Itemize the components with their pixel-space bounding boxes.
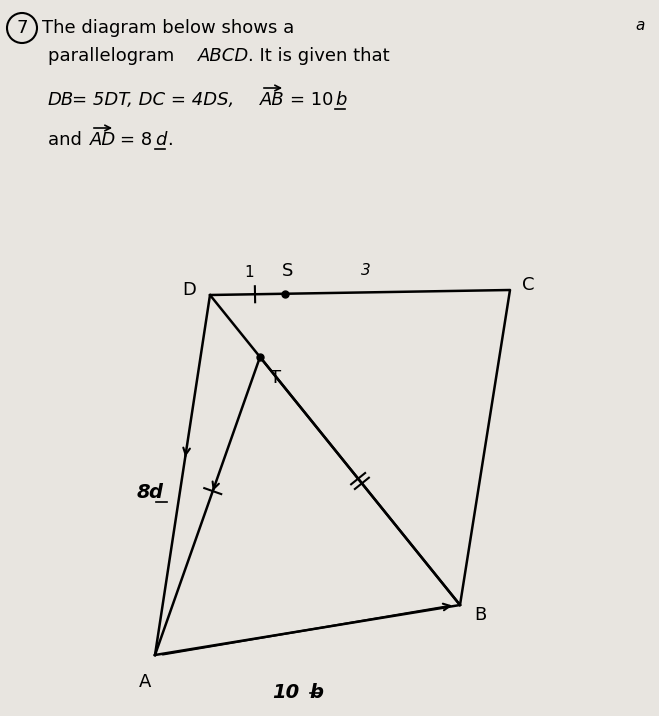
Text: d: d <box>149 483 163 503</box>
Text: B: B <box>474 606 486 624</box>
Text: .: . <box>167 131 173 149</box>
Text: C: C <box>522 276 534 294</box>
Text: 3: 3 <box>361 263 370 279</box>
Text: 1: 1 <box>244 266 254 281</box>
Text: 10: 10 <box>272 683 299 702</box>
Text: DB: DB <box>48 91 74 109</box>
Text: T: T <box>270 369 281 387</box>
Text: ABCD: ABCD <box>198 47 249 65</box>
Text: . It is given that: . It is given that <box>248 47 389 65</box>
Text: parallelogram: parallelogram <box>48 47 180 65</box>
Text: = 8: = 8 <box>120 131 152 149</box>
Text: a: a <box>635 17 645 32</box>
Text: AB: AB <box>260 91 285 109</box>
Text: and: and <box>48 131 88 149</box>
Text: S: S <box>282 262 294 280</box>
Text: A: A <box>139 673 151 691</box>
Text: d: d <box>155 131 166 149</box>
Text: 8: 8 <box>136 483 150 503</box>
Text: = 10: = 10 <box>290 91 333 109</box>
Text: The diagram below shows a: The diagram below shows a <box>42 19 295 37</box>
Text: = 5DT, DC = 4DS,: = 5DT, DC = 4DS, <box>72 91 240 109</box>
Text: b: b <box>335 91 347 109</box>
Text: D: D <box>182 281 196 299</box>
Text: AD: AD <box>90 131 116 149</box>
Text: 7: 7 <box>16 19 28 37</box>
Text: b: b <box>310 683 324 702</box>
